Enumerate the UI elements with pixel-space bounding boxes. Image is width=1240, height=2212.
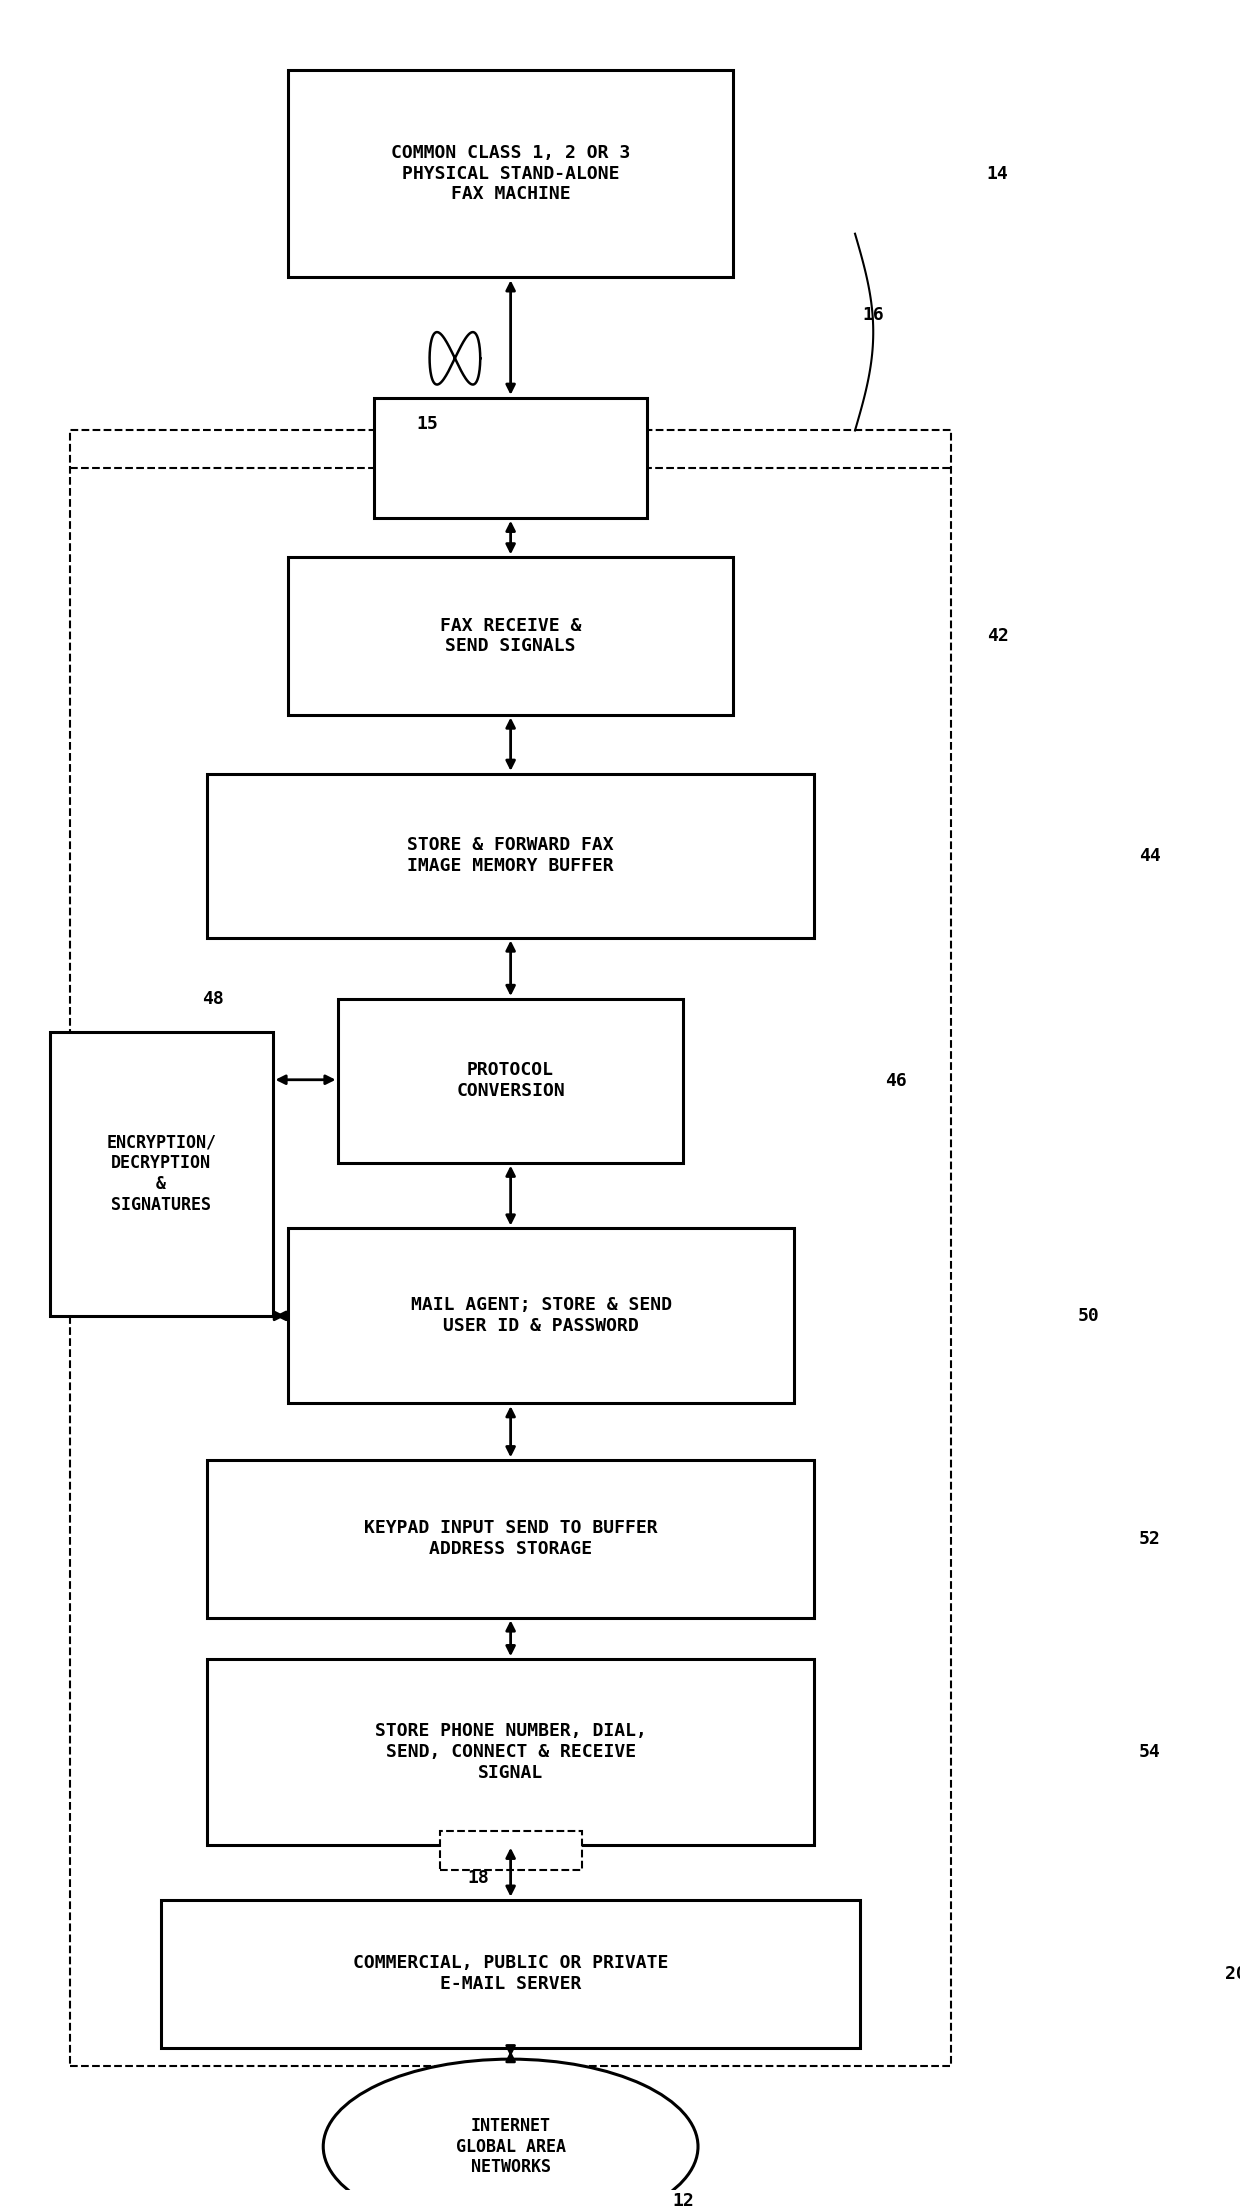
Text: STORE & FORWARD FAX
IMAGE MEMORY BUFFER: STORE & FORWARD FAX IMAGE MEMORY BUFFER [407,836,614,876]
Text: KEYPAD INPUT SEND TO BUFFER
ADDRESS STORAGE: KEYPAD INPUT SEND TO BUFFER ADDRESS STOR… [363,1520,657,1557]
Text: 12: 12 [672,2192,694,2210]
Text: 15: 15 [417,416,439,434]
Text: 52: 52 [1138,1531,1161,1548]
Bar [161,1900,861,2048]
Text: INTERNET
GLOBAL AREA
NETWORKS: INTERNET GLOBAL AREA NETWORKS [455,2117,565,2177]
Bar [288,71,734,276]
Bar [207,1659,815,1845]
Bar [339,1000,683,1164]
Bar [288,557,734,714]
Text: FAX RECEIVE &
SEND SIGNALS: FAX RECEIVE & SEND SIGNALS [440,617,582,655]
Text: 16: 16 [862,305,884,323]
Bar [374,398,647,518]
Text: STORE PHONE NUMBER, DIAL,
SEND, CONNECT & RECEIVE
SIGNAL: STORE PHONE NUMBER, DIAL, SEND, CONNECT … [374,1723,646,1783]
Text: 18: 18 [467,1869,489,1887]
Text: ENCRYPTION/
DECRYPTION
&
SIGNATURES: ENCRYPTION/ DECRYPTION & SIGNATURES [107,1133,216,1214]
Text: MAIL AGENT; STORE & SEND
USER ID & PASSWORD: MAIL AGENT; STORE & SEND USER ID & PASSW… [410,1296,672,1336]
Bar [50,1031,273,1316]
Text: 48: 48 [202,989,223,1009]
Text: COMMERCIAL, PUBLIC OR PRIVATE
E-MAIL SERVER: COMMERCIAL, PUBLIC OR PRIVATE E-MAIL SER… [353,1955,668,1993]
Text: 42: 42 [987,626,1008,646]
Text: 14: 14 [987,164,1008,184]
Bar [207,774,815,938]
Bar [288,1228,795,1402]
Bar [440,1832,582,1869]
Text: 54: 54 [1138,1743,1161,1761]
Bar [207,1460,815,1617]
Text: 20: 20 [1225,1964,1240,1982]
Text: COMMON CLASS 1, 2 OR 3
PHYSICAL STAND-ALONE
FAX MACHINE: COMMON CLASS 1, 2 OR 3 PHYSICAL STAND-AL… [391,144,630,204]
Bar [69,431,951,2066]
Text: PROTOCOL
CONVERSION: PROTOCOL CONVERSION [456,1062,565,1099]
Ellipse shape [324,2059,698,2212]
Text: 44: 44 [1138,847,1161,865]
Text: 46: 46 [885,1073,908,1091]
Text: 50: 50 [1078,1307,1100,1325]
